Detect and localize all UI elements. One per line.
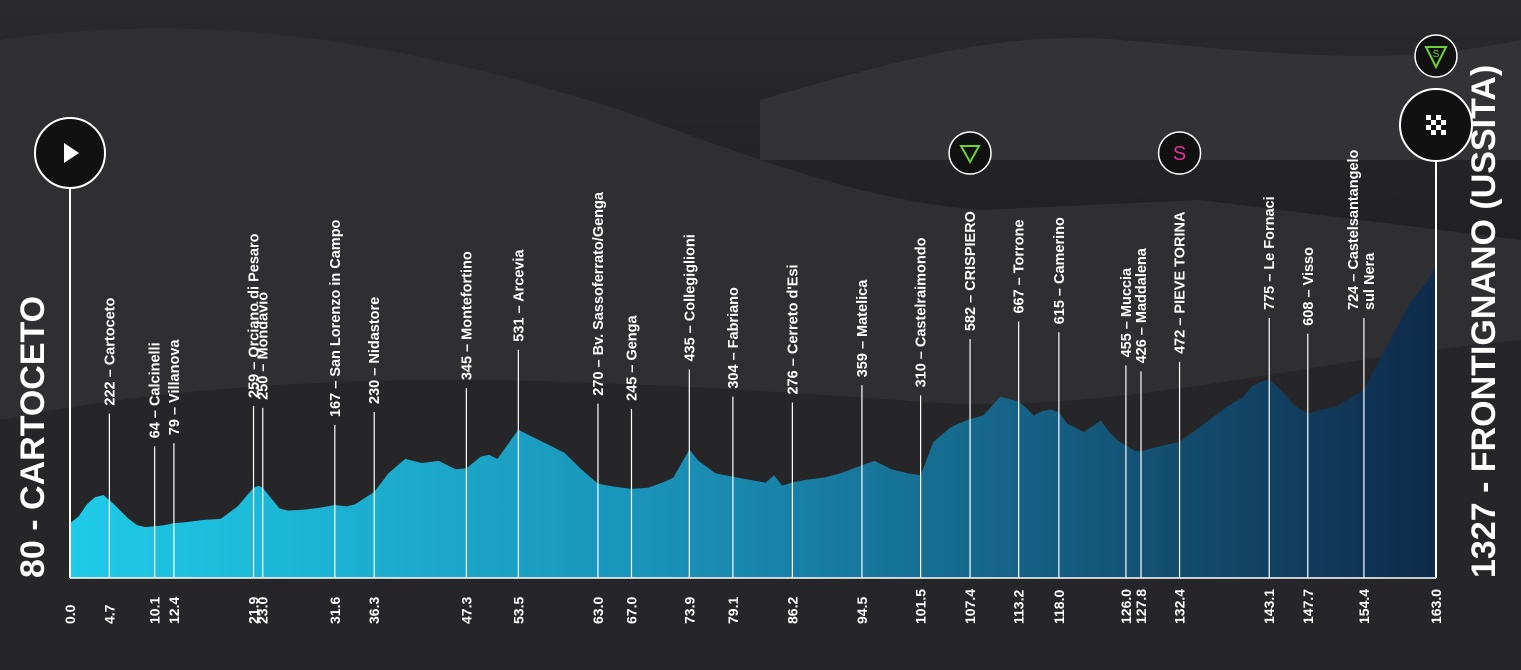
finish-flag-icon <box>1399 88 1473 162</box>
location-label: 775 – Le Fornaci <box>1262 196 1278 310</box>
start-location-label: 80 - CARTOCETO <box>14 296 52 578</box>
km-tick-label: 53.5 <box>510 597 526 624</box>
location-label: 167 – San Lorenzo in Campo <box>328 219 344 417</box>
location-label: 276 – Cerreto d'Esi <box>785 264 801 394</box>
km-tick-label: 94.5 <box>854 597 870 624</box>
location-label: 310 – Castelraimondo <box>914 237 930 387</box>
location-label: 608 – Visso <box>1301 247 1317 326</box>
location-label: 724 – Castelsantangelo <box>1346 149 1362 310</box>
svg-text:S: S <box>1433 49 1440 60</box>
location-label: 250 – Mondavio <box>256 292 272 400</box>
km-tick-label: 163.0 <box>1428 589 1444 624</box>
km-tick-label: 147.7 <box>1300 589 1316 624</box>
location-label: 345 – Montefortino <box>459 251 475 380</box>
km-tick-label: 154.4 <box>1356 589 1372 624</box>
location-label: 426 – Maddalena <box>1134 247 1150 363</box>
km-tick-label: 36.3 <box>366 597 382 624</box>
location-label: 615 – Camerino <box>1052 217 1068 324</box>
location-label: 667 – Torrone <box>1012 220 1028 314</box>
km-tick-label: 12.4 <box>166 597 182 624</box>
location-label: 304 – Fabriano <box>726 287 742 389</box>
km-tick-label: 143.1 <box>1261 589 1277 624</box>
finish-location-label: 1327 - FRONTIGNANO (USSITA) <box>1465 65 1503 578</box>
location-label: 79 – Villanova <box>167 339 183 436</box>
elevation-profile-area <box>70 265 1436 578</box>
location-label: 222 – Cartoceto <box>102 297 118 405</box>
location-label: 270 – Bv. Sassoferrato/Genga <box>591 191 607 396</box>
km-tick-label: 0.0 <box>62 604 78 624</box>
location-label: 64 – Calcinelli <box>148 342 164 438</box>
km-tick-label: 67.0 <box>623 597 639 624</box>
km-tick-label: 47.3 <box>458 597 474 624</box>
km-tick-label: 86.2 <box>784 597 800 624</box>
summit-sprint-shield-icon: S <box>1414 34 1458 78</box>
location-label: 472 – PIEVE TORINA <box>1173 211 1189 354</box>
location-label: 245 – Genga <box>624 314 640 400</box>
km-tick-label: 23.0 <box>255 597 271 624</box>
km-tick-label: 118.0 <box>1051 590 1067 624</box>
intermediate-sprint-triangle-icon <box>948 131 992 175</box>
km-tick-label: 21.9 <box>246 597 262 624</box>
km-tick-label: 113.2 <box>1011 590 1027 624</box>
location-label: 531 – Arcevia <box>511 249 527 342</box>
km-tick-label: 31.6 <box>327 597 343 624</box>
location-label: 259 – Orciano di Pesaro <box>247 233 263 398</box>
km-tick-label: 126.0 <box>1118 589 1134 624</box>
location-label: 455 – Muccia <box>1119 267 1135 357</box>
start-play-icon <box>34 117 106 189</box>
km-tick-label: 10.1 <box>147 597 163 624</box>
km-tick-label: 73.9 <box>681 597 697 624</box>
km-tick-label: 79.1 <box>725 597 741 624</box>
sprint-s-icon: S <box>1157 131 1202 175</box>
km-tick-label: 101.5 <box>913 589 929 624</box>
location-label: 359 – Matelica <box>855 279 871 377</box>
location-label: 435 – Collegiglioni <box>682 234 698 361</box>
km-tick-label: 107.4 <box>962 589 978 624</box>
location-label-line2: sul Nera <box>1362 252 1378 310</box>
km-tick-label: 127.8 <box>1133 589 1149 624</box>
location-label: 230 – Nidastore <box>367 297 383 404</box>
km-tick-label: 132.4 <box>1172 589 1188 624</box>
location-label: 582 – CRISPIERO <box>963 211 979 331</box>
km-tick-label: 63.0 <box>590 597 606 624</box>
km-tick-label: 4.7 <box>101 604 117 624</box>
svg-text:S: S <box>1173 143 1186 165</box>
